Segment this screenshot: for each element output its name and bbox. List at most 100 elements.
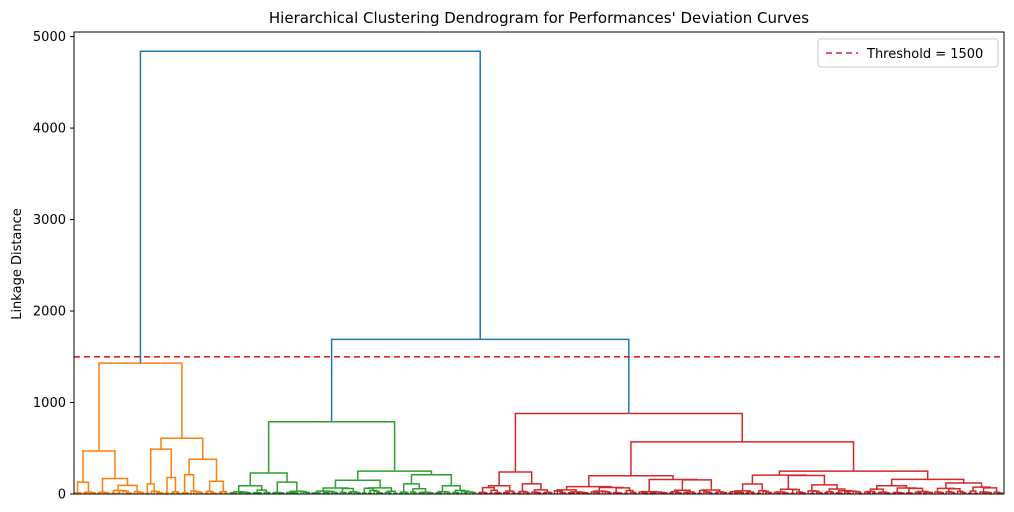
dendrogram-link bbox=[518, 490, 527, 494]
dendrogram-link bbox=[452, 491, 459, 494]
y-tick-label: 1000 bbox=[33, 396, 66, 411]
y-tick-label: 2000 bbox=[33, 305, 66, 320]
dendrogram-link bbox=[376, 492, 382, 494]
dendrogram-link bbox=[741, 483, 763, 491]
dendrogram-link bbox=[569, 491, 583, 493]
dendrogram-link bbox=[787, 474, 826, 490]
y-tick-label: 3000 bbox=[33, 213, 66, 228]
dendrogram-link bbox=[286, 491, 295, 494]
dendrogram-link bbox=[249, 472, 288, 486]
dendrogram-link bbox=[778, 470, 929, 480]
dendrogram-link bbox=[400, 491, 408, 494]
dendrogram-link bbox=[276, 481, 298, 493]
dendrogram-link bbox=[315, 490, 331, 493]
dendrogram-link bbox=[588, 474, 674, 487]
dendrogram-link bbox=[193, 490, 200, 494]
dendrogram-link bbox=[267, 420, 396, 473]
dendrogram-link bbox=[945, 482, 983, 489]
dendrogram-link bbox=[181, 491, 188, 494]
dendrogram-link bbox=[82, 450, 116, 483]
dendrogram-link bbox=[685, 491, 695, 494]
dendrogram-link bbox=[188, 458, 218, 482]
dendrogram-link bbox=[514, 412, 743, 473]
dendrogram-links bbox=[74, 50, 1004, 495]
dendrogram-link bbox=[437, 490, 448, 493]
dendrogram-link bbox=[702, 489, 721, 492]
dendrogram-link bbox=[811, 490, 820, 494]
dendrogram-link bbox=[183, 474, 195, 493]
dendrogram-link bbox=[330, 338, 630, 422]
dendrogram-link bbox=[916, 490, 929, 493]
dendrogram-link bbox=[765, 491, 771, 494]
dendrogram-link bbox=[146, 483, 155, 494]
dendrogram-link bbox=[412, 487, 427, 493]
dendrogram-link bbox=[533, 489, 549, 493]
dendrogram-link bbox=[149, 448, 172, 484]
dendrogram-link bbox=[825, 490, 833, 493]
dendrogram-link bbox=[76, 481, 90, 493]
dendrogram-link bbox=[937, 491, 943, 494]
dendrogram-link bbox=[190, 490, 197, 494]
dendrogram-link bbox=[233, 491, 245, 493]
y-axis-label: Linkage Distance bbox=[10, 208, 25, 320]
dendrogram-link bbox=[869, 488, 884, 493]
dendrogram-link bbox=[592, 490, 606, 492]
dendrogram-link bbox=[936, 487, 956, 493]
dendrogram-link bbox=[386, 490, 397, 494]
dendrogram-link bbox=[357, 470, 433, 481]
dendrogram-link bbox=[521, 483, 542, 492]
dendrogram-link bbox=[362, 492, 367, 494]
dendrogram-link bbox=[534, 491, 540, 494]
dendrogram-link bbox=[779, 488, 797, 492]
dendrogram-link bbox=[498, 471, 533, 486]
dendrogram-link bbox=[815, 491, 822, 494]
dendrogram-link bbox=[824, 492, 829, 494]
legend-threshold-label: Threshold = 1500 bbox=[866, 47, 983, 62]
dendrogram-link bbox=[139, 50, 481, 364]
dendrogram-link bbox=[171, 491, 180, 494]
dendrogram-link bbox=[543, 491, 552, 494]
y-tick-label: 0 bbox=[58, 488, 66, 503]
dendrogram-link bbox=[84, 491, 93, 493]
dendrogram-link bbox=[604, 491, 611, 494]
dendrogram-link bbox=[253, 492, 261, 494]
dendrogram-link bbox=[101, 477, 129, 493]
dendrogram-link bbox=[368, 487, 393, 492]
dendrogram-link bbox=[74, 492, 81, 494]
dendrogram-link bbox=[640, 490, 658, 493]
dendrogram-link bbox=[289, 490, 305, 493]
dendrogram-link bbox=[481, 486, 496, 493]
dendrogram-link bbox=[914, 491, 921, 494]
dendrogram-link bbox=[505, 490, 515, 493]
dendrogram-link bbox=[934, 491, 941, 494]
dendrogram-link bbox=[673, 489, 691, 493]
dendrogram-link bbox=[117, 484, 138, 492]
dendrogram-link bbox=[166, 476, 177, 494]
dendrogram-link bbox=[348, 492, 353, 494]
dendrogram-link bbox=[150, 490, 158, 494]
dendrogram-link bbox=[811, 484, 838, 491]
dendrogram-link bbox=[98, 491, 107, 494]
dendrogram-link bbox=[205, 490, 214, 494]
dendrogram-link bbox=[339, 491, 346, 494]
dendrogram-link bbox=[559, 491, 566, 494]
dendrogram-link bbox=[844, 491, 850, 494]
dendrogram-link bbox=[548, 491, 553, 494]
chart-title: Hierarchical Clustering Dendrogram for P… bbox=[269, 9, 809, 27]
dendrogram-link bbox=[420, 491, 431, 494]
dendrogram-link bbox=[607, 492, 612, 494]
dendrogram-link bbox=[531, 491, 538, 494]
plot-frame bbox=[73, 31, 1005, 495]
dendrogram-link bbox=[758, 490, 767, 494]
dendrogram-link bbox=[402, 483, 420, 493]
y-tick-label: 4000 bbox=[33, 122, 66, 137]
dendrogram-link bbox=[273, 491, 282, 494]
dendrogram-link bbox=[835, 492, 842, 494]
dendrogram-link bbox=[751, 474, 808, 485]
dendrogram-link bbox=[455, 491, 460, 494]
dendrogram-link bbox=[767, 491, 773, 494]
y-axis: 0 1000 2000 3000 4000 5000 bbox=[33, 30, 74, 503]
dendrogram-link bbox=[625, 489, 634, 494]
